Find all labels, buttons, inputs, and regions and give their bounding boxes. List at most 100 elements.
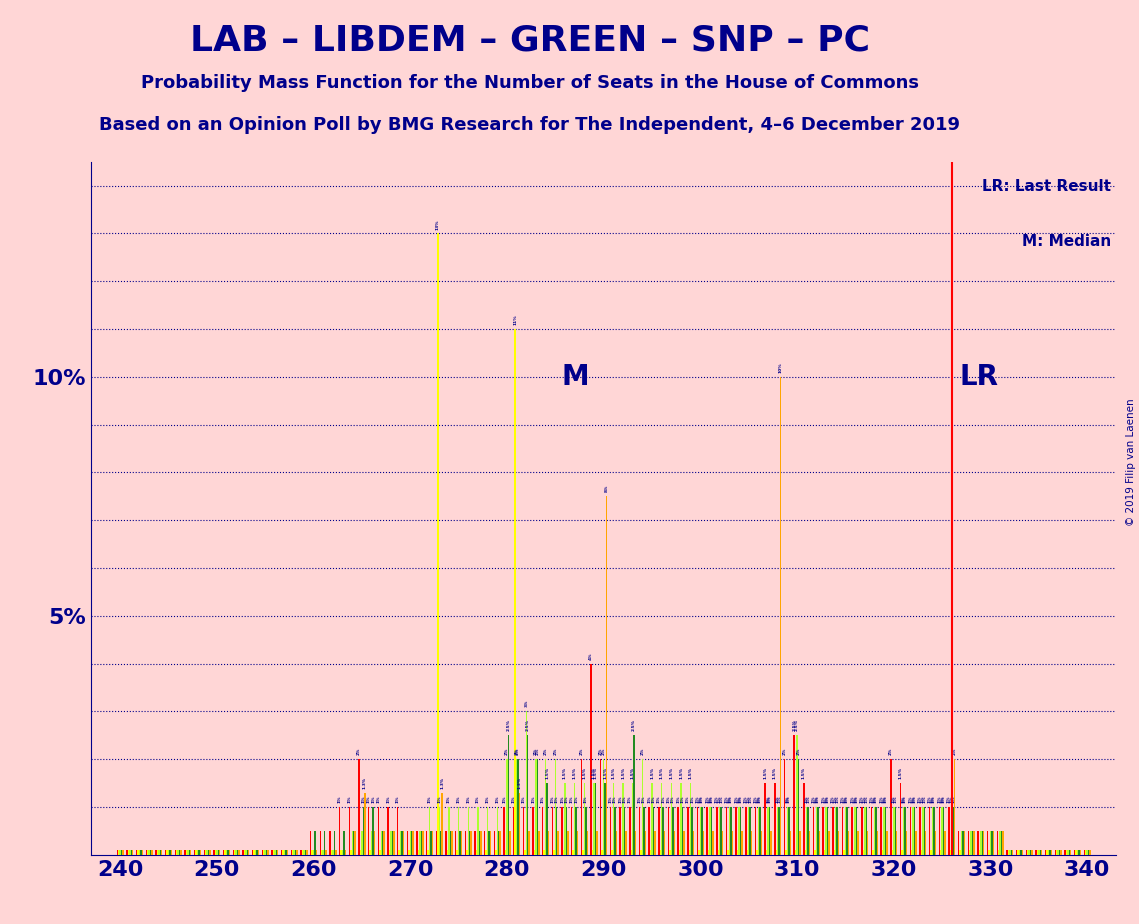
Bar	[718, 850, 719, 855]
Bar	[410, 831, 411, 855]
Bar	[393, 831, 394, 855]
Bar	[392, 831, 393, 855]
Bar	[420, 831, 423, 855]
Text: 1%: 1%	[901, 796, 906, 803]
Bar	[903, 807, 904, 855]
Text: M: Median: M: Median	[1022, 235, 1111, 249]
Bar	[769, 807, 770, 855]
Text: 1.5%: 1.5%	[679, 767, 683, 779]
Bar	[1009, 850, 1010, 855]
Bar	[458, 807, 459, 855]
Text: 1%: 1%	[787, 796, 790, 803]
Bar	[833, 807, 834, 855]
Bar	[457, 850, 458, 855]
Bar	[362, 807, 364, 855]
Bar	[132, 850, 133, 855]
Text: 1%: 1%	[666, 796, 671, 803]
Bar	[333, 850, 334, 855]
Bar	[697, 807, 698, 855]
Bar	[361, 831, 362, 855]
Bar	[737, 850, 738, 855]
Bar	[970, 831, 972, 855]
Bar	[407, 831, 408, 855]
Text: 1%: 1%	[951, 796, 956, 803]
Bar	[931, 850, 932, 855]
Bar	[748, 807, 749, 855]
Bar	[590, 663, 592, 855]
Bar	[379, 850, 380, 855]
Bar	[900, 783, 901, 855]
Bar	[775, 783, 776, 855]
Bar	[1089, 850, 1091, 855]
Text: 1%: 1%	[937, 796, 941, 803]
Bar	[1049, 850, 1050, 855]
Bar	[932, 807, 933, 855]
Bar	[698, 850, 699, 855]
Text: 10%: 10%	[779, 362, 782, 373]
Bar	[237, 850, 238, 855]
Bar	[208, 850, 210, 855]
Bar	[1001, 831, 1002, 855]
Bar	[803, 783, 804, 855]
Text: 1%: 1%	[814, 796, 819, 803]
Bar	[505, 850, 506, 855]
Bar	[1060, 850, 1062, 855]
Bar	[1018, 850, 1021, 855]
Bar	[874, 807, 875, 855]
Text: 1.5%: 1.5%	[763, 767, 768, 779]
Bar	[629, 807, 631, 855]
Bar	[253, 850, 255, 855]
Text: 1%: 1%	[628, 796, 632, 803]
Bar	[517, 760, 518, 855]
Bar	[710, 807, 711, 855]
Bar	[411, 831, 412, 855]
Bar	[500, 831, 501, 855]
Bar	[885, 807, 886, 855]
Bar	[265, 850, 268, 855]
Text: 1%: 1%	[677, 796, 680, 803]
Bar	[731, 831, 734, 855]
Bar	[387, 807, 388, 855]
Bar	[343, 831, 345, 855]
Bar	[503, 807, 505, 855]
Text: 1%: 1%	[777, 796, 781, 803]
Bar	[819, 831, 820, 855]
Bar	[213, 850, 214, 855]
Bar	[226, 850, 228, 855]
Bar	[784, 760, 785, 855]
Bar	[194, 850, 195, 855]
Text: 2%: 2%	[554, 748, 557, 755]
Bar	[416, 831, 418, 855]
Bar	[313, 850, 314, 855]
Text: 1%: 1%	[371, 796, 375, 803]
Text: 1%: 1%	[754, 796, 757, 803]
Bar	[765, 850, 768, 855]
Bar	[806, 807, 808, 855]
Bar	[796, 736, 797, 855]
Bar	[612, 850, 613, 855]
Bar	[306, 850, 308, 855]
Bar	[1017, 850, 1018, 855]
Bar	[518, 793, 521, 855]
Bar	[633, 736, 634, 855]
Text: 1%: 1%	[816, 796, 820, 803]
Text: 1%: 1%	[854, 796, 859, 803]
Text: 2%: 2%	[543, 748, 548, 755]
Bar	[1029, 850, 1030, 855]
Text: 1%: 1%	[386, 796, 390, 803]
Text: 2%: 2%	[535, 748, 540, 755]
Text: 1%: 1%	[860, 796, 863, 803]
Text: 1%: 1%	[367, 796, 370, 803]
Bar	[445, 831, 446, 855]
Bar	[364, 793, 366, 855]
Bar	[842, 807, 843, 855]
Bar	[451, 831, 452, 855]
Bar	[216, 850, 218, 855]
Bar	[446, 850, 449, 855]
Bar	[368, 807, 369, 855]
Text: LAB – LIBDEM – GREEN – SNP – PC: LAB – LIBDEM – GREEN – SNP – PC	[189, 23, 870, 57]
Bar	[980, 831, 982, 855]
Bar	[562, 807, 563, 855]
Bar	[581, 760, 582, 855]
Bar	[469, 831, 470, 855]
